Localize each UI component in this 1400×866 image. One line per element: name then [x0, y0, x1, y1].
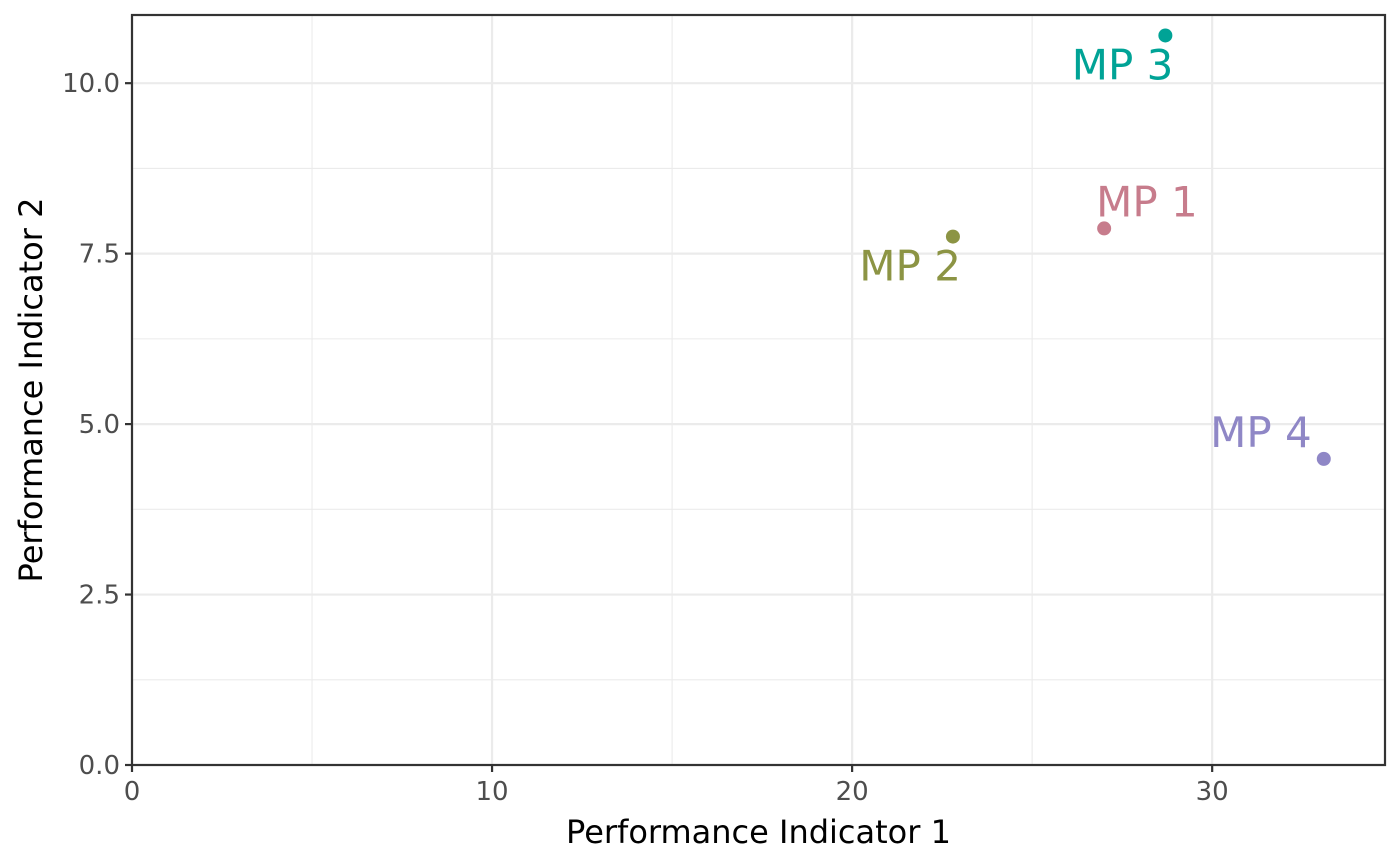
- y-tick-label: 10.0: [62, 69, 120, 99]
- data-point: [1316, 451, 1331, 466]
- data-point: [945, 229, 960, 244]
- x-tick-label: 20: [836, 777, 869, 807]
- point-labels: MP 1 MP 2 MP 3 MP 4: [859, 40, 1311, 456]
- data-point: [1097, 221, 1112, 236]
- data-point-label: MP 3: [1072, 40, 1174, 89]
- y-axis-title: Performance Indicator 2: [12, 198, 50, 583]
- axes: 0 10 20 30 0.0 2.5 5.0 7.5 10.0: [62, 69, 1229, 807]
- y-tick-label: 5.0: [79, 410, 120, 440]
- y-tick-label: 0.0: [79, 751, 120, 781]
- data-point-label: MP 4: [1210, 408, 1312, 457]
- data-point-label: MP 2: [859, 242, 961, 291]
- data-point-label: MP 1: [1096, 177, 1198, 226]
- data-points: [945, 28, 1331, 466]
- data-point: [1158, 28, 1173, 43]
- y-tick-label: 2.5: [79, 581, 120, 611]
- panel-border: [130, 13, 1387, 767]
- x-tick-label: 0: [124, 777, 141, 807]
- x-axis-title: Performance Indicator 1: [566, 813, 951, 851]
- x-tick-label: 10: [476, 777, 509, 807]
- x-tick-label: 30: [1196, 777, 1229, 807]
- y-tick-label: 7.5: [79, 240, 120, 270]
